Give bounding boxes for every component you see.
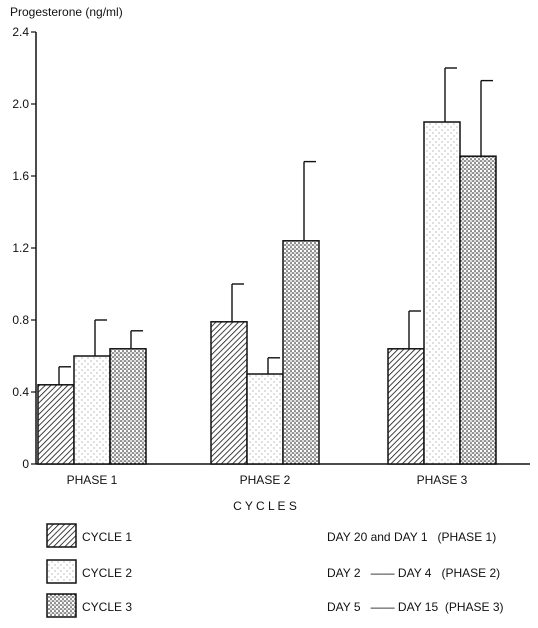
y-tick-label: 0 [22,457,29,471]
bar-cycle-3-phase-2 [282,240,320,465]
bar-cycle-3-phase-3 [459,155,497,465]
bar-cycle-1-phase-1 [37,384,75,465]
bar-cycle-1-phase-3 [387,348,425,465]
y-ticks: 0 0.4 0.8 1.2 1.6 2.0 2.4 [12,25,36,471]
legend-swatch-cycle-1 [46,523,77,548]
legend-swatch-cycle-2 [46,559,77,584]
legend-note-phase-3: DAY 5 —— DAY 15 (PHASE 3) [327,600,504,614]
x-tick-label: PHASE 2 [240,473,291,487]
x-axis-label: C Y C L E S [233,499,297,513]
bar-cycle-3-phase-1 [109,348,147,465]
y-tick-label: 0.8 [12,313,29,327]
y-tick-label: 0.4 [12,385,29,399]
legend: CYCLE 1 CYCLE 2 CYCLE 3 [46,523,132,618]
bars [37,67,497,465]
legend-label-cycle-3: CYCLE 3 [82,600,132,614]
legend-note-phase-1: DAY 20 and DAY 1 (PHASE 1) [327,530,496,544]
bar-cycle-2-phase-3 [423,121,461,465]
legend-note-phase-2: DAY 2 —— DAY 4 (PHASE 2) [327,566,500,580]
legend-label-cycle-1: CYCLE 1 [82,530,132,544]
legend-notes: DAY 20 and DAY 1 (PHASE 1) DAY 2 —— DAY 4… [327,530,504,614]
x-tick-label: PHASE 3 [417,473,468,487]
y-tick-label: 1.2 [12,241,29,255]
bar-cycle-2-phase-1 [73,355,111,465]
x-tick-label: PHASE 1 [67,473,118,487]
y-axis-label: Progesterone (ng/ml) [10,5,123,19]
y-tick-label: 2.0 [12,97,29,111]
bar-cycle-1-phase-2 [210,321,248,465]
y-tick-label: 1.6 [12,169,29,183]
x-tick-labels: PHASE 1 PHASE 2 PHASE 3 [67,473,468,487]
y-tick-label: 2.4 [12,25,29,39]
legend-swatch-cycle-3 [46,593,77,618]
bar-cycle-2-phase-2 [246,373,284,465]
legend-label-cycle-2: CYCLE 2 [82,566,132,580]
